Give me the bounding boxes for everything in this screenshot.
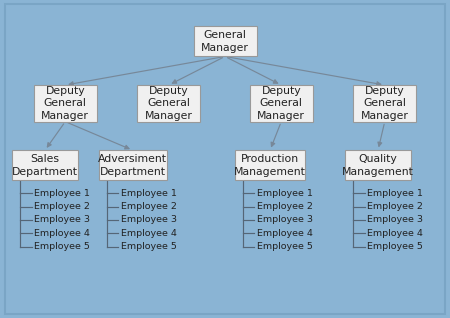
Text: Deputy
General
Manager: Deputy General Manager — [361, 86, 409, 121]
Text: Employee 3: Employee 3 — [121, 215, 176, 225]
Text: Quality
Management: Quality Management — [342, 154, 414, 177]
Bar — [13, 150, 77, 181]
Text: Employee 4: Employee 4 — [367, 229, 423, 238]
Text: Employee 5: Employee 5 — [256, 242, 313, 251]
Text: Employee 2: Employee 2 — [34, 202, 90, 211]
Text: Employee 1: Employee 1 — [121, 189, 176, 198]
Bar — [137, 85, 200, 121]
Text: Employee 4: Employee 4 — [121, 229, 176, 238]
Text: Employee 5: Employee 5 — [367, 242, 423, 251]
Bar — [99, 150, 166, 181]
Text: Employee 2: Employee 2 — [256, 202, 313, 211]
Text: Employee 2: Employee 2 — [121, 202, 176, 211]
Bar — [346, 150, 410, 181]
Text: Production
Management: Production Management — [234, 154, 306, 177]
Text: Employee 4: Employee 4 — [256, 229, 313, 238]
Text: General
Manager: General Manager — [201, 30, 249, 53]
Text: Adversiment
Department: Adversiment Department — [98, 154, 167, 177]
Text: Employee 3: Employee 3 — [256, 215, 313, 225]
Text: Deputy
General
Manager: Deputy General Manager — [257, 86, 305, 121]
Text: Employee 2: Employee 2 — [367, 202, 423, 211]
Text: Deputy
General
Manager: Deputy General Manager — [41, 86, 89, 121]
Text: Employee 1: Employee 1 — [367, 189, 423, 198]
Text: Employee 1: Employee 1 — [34, 189, 90, 198]
Text: Employee 3: Employee 3 — [34, 215, 90, 225]
Bar — [194, 26, 256, 56]
Bar — [353, 85, 416, 121]
Text: Employee 4: Employee 4 — [34, 229, 90, 238]
Bar — [250, 85, 313, 121]
Bar — [235, 150, 305, 181]
Text: Employee 3: Employee 3 — [367, 215, 423, 225]
Text: Employee 1: Employee 1 — [256, 189, 313, 198]
Text: Employee 5: Employee 5 — [34, 242, 90, 251]
Text: Deputy
General
Manager: Deputy General Manager — [145, 86, 193, 121]
Text: Employee 5: Employee 5 — [121, 242, 176, 251]
Text: Sales
Department: Sales Department — [12, 154, 78, 177]
Bar — [34, 85, 97, 121]
